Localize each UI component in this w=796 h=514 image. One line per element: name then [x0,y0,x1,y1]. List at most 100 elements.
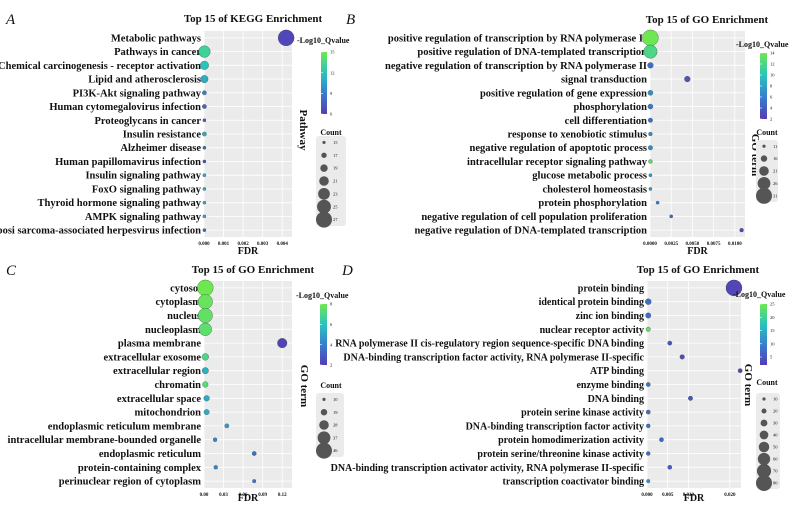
point-negative-regulation-of-cell-population-proliferation [669,214,673,219]
point-pathways-in-cancer [198,45,211,58]
category-label: Alzheimer disease [120,143,201,154]
size-legend-dot [757,177,771,190]
category-label: nuclear receptor activity [540,325,644,336]
point-protein-serine-threonine-kinase-activity [646,451,651,456]
size-legend-dot [762,144,766,148]
category-label: zinc ion binding [576,311,644,322]
point-protein-phosphorylation [655,200,660,205]
category-label: RNA polymerase II cis-regulatory region … [335,339,644,350]
point-positive-regulation-of-transcription-by-rna-polymerase-ii [642,29,659,47]
size-legend-title: Count [320,128,342,137]
point-kaposi-sarcoma-associated-herpesvirus-infection [202,228,207,232]
category-label: protein homodimerization activity [498,435,644,446]
category-label: protein serine kinase activity [521,408,644,419]
colorbar-tick-label: 10 [770,73,775,78]
size-legend-dot [761,408,767,414]
category-label: negative regulation of DNA-templated tra… [414,226,647,237]
point-cell-differentiation [648,117,653,123]
size-legend-dot [758,441,770,453]
category-label: Metabolic pathways [111,33,201,44]
size-legend-label: 15 [333,140,338,145]
size-legend-label: 21 [333,179,338,184]
point-glucose-metabolic-process [648,173,653,177]
point-zinc-ion-binding [645,312,652,319]
point-proteoglycans-in-cancer [202,118,207,123]
category-label: response to xenobiotic stimulus [507,130,647,141]
x-tick-label: 0.12 [278,493,287,498]
point-thyroid-hormone-signaling-pathway [202,200,207,205]
point-transcription-coactivator-binding [646,479,651,484]
point-positive-regulation-of-dna-templated-transcription [643,44,658,59]
colorbar-tick-label: 8 [770,84,773,89]
size-legend-dot [322,140,326,145]
x-tick-label: 0.002 [237,242,249,247]
category-label: plasma membrane [118,339,201,350]
category-label: cell differentiation [565,116,647,127]
size-legend-dot [317,431,331,445]
colorbar-tick-label: 6 [330,112,333,117]
point-ampk-signaling-pathway [202,214,207,219]
colorbar-tick-label: 10 [770,341,775,346]
x-axis-label: FDR [684,493,705,504]
size-legend-dot [760,419,768,427]
category-label: FoxO signaling pathway [92,184,202,195]
colorbar-tick-label: 4 [770,106,773,111]
point-cytosol [197,279,214,297]
point-endoplasmic-reticulum-membrane [224,423,230,429]
x-axis-label: FDR [687,246,708,257]
x-tick-label: 0.004 [277,242,289,247]
category-label: negative regulation of apoptotic process [469,143,647,154]
category-label: cytoplasm [156,297,202,308]
category-label: ATP binding [590,366,644,377]
panel-D: D Top 15 of GO Enrichment protein binding i… [331,263,786,504]
point-nuclear-receptor-activity [645,326,651,332]
size-legend-label: 23 [333,191,338,196]
category-label: Thyroid hormone signaling pathway [38,198,202,209]
y-axis-label: GO term [298,365,310,407]
category-label: extracellular exosome [104,352,202,363]
point-phosphorylation [647,103,654,110]
category-label: cytosol [170,283,201,294]
x-tick-label: 0.003 [257,242,269,247]
size-legend-dot [316,442,332,459]
point-dna-binding-transcription-factor-activity-rna-polymerase-ii-specific [679,354,685,360]
size-legend-dot [319,176,329,186]
size-legend-dot [317,199,331,214]
category-label: perinuclear region of cytoplasm [59,477,201,488]
point-extracellular-space [203,395,210,402]
category-label: DNA-binding transcription factor activit… [343,352,644,363]
size-legend-label: 10 [333,397,338,402]
x-tick-label: 0.0025 [664,242,678,247]
point-alzheimer-disease [202,145,207,150]
size-legend-dot [318,187,330,200]
size-legend-label: 21 [773,169,778,174]
category-label: protein-containing complex [78,463,202,474]
point-intracellular-membrane-bounded-organelle [212,437,218,442]
size-legend-dot [316,211,332,228]
size-legend-label: 31 [773,193,778,198]
point-extracellular-region [201,367,209,375]
point-intracellular-receptor-signaling-pathway [648,159,653,164]
point-negative-regulation-of-apoptotic-process [648,145,653,151]
size-legend-title: Count [320,381,342,390]
colorbar-tick-label: 8 [330,302,333,307]
size-legend-label: 11 [773,144,777,149]
y-axis-label: Pathway [297,110,309,151]
point-perinuclear-region-of-cytoplasm [252,479,257,484]
point-dna-binding [688,395,693,401]
point-dna-binding-transcription-activator-activity-rna-polymerase-ii-specific [667,465,672,470]
x-tick-label: 0.03 [219,493,228,498]
size-legend-label: 28 [333,423,338,428]
colorbar-tick-label: 5 [770,355,773,360]
size-legend-dot [320,164,328,172]
category-label: protein serine/threonine kinase activity [477,449,644,460]
colorbar-title: -Log10_Qvalue [297,36,350,45]
size-legend-dot [319,420,329,430]
colorbar-tick-label: 12 [330,70,335,75]
size-legend-label: 60 [773,457,778,462]
point-cytoplasm [197,294,213,310]
panel-label: C [6,263,17,279]
category-label: glucose metabolic process [532,171,647,182]
category-label: Human cytomegalovirus infection [49,102,201,113]
size-legend-label: 50 [773,445,778,450]
